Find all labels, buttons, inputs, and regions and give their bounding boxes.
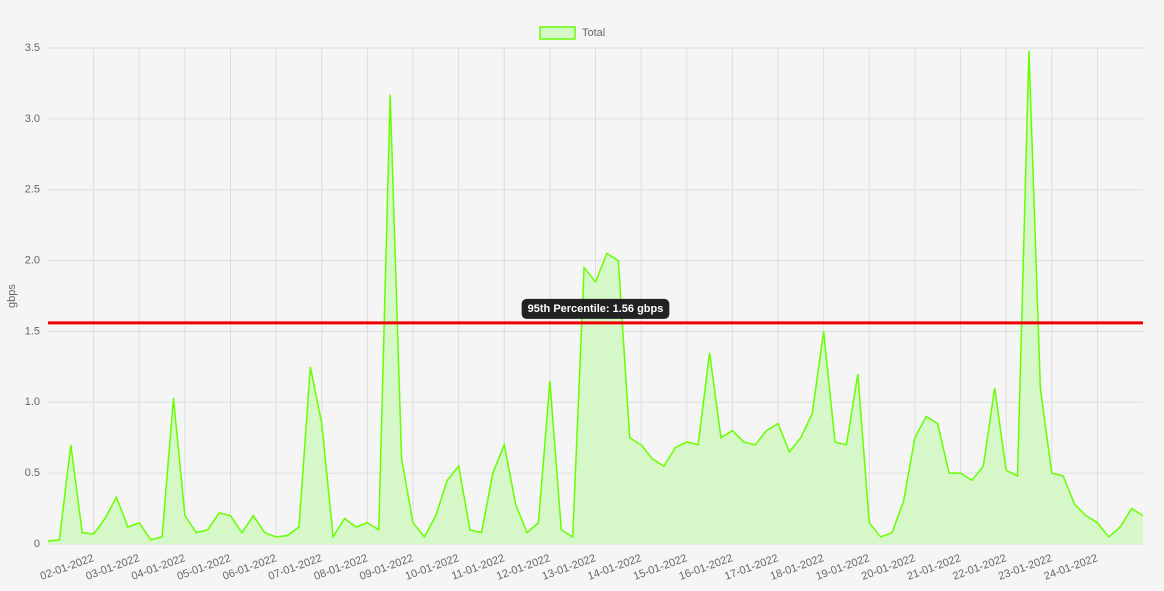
- annotation-label: 95th Percentile: 1.56 gbps: [528, 303, 664, 315]
- area-fill: [48, 50, 1143, 544]
- legend-swatch: [539, 26, 576, 40]
- legend-label: Total: [582, 27, 605, 39]
- y-tick-label: 1.5: [25, 325, 40, 337]
- y-tick-label: 3.0: [25, 113, 40, 125]
- y-tick-label: 2.5: [25, 184, 40, 196]
- y-tick-label: 1.0: [25, 396, 40, 408]
- y-tick-label: 3.5: [25, 42, 40, 54]
- y-tick-label: 0: [34, 538, 40, 550]
- annotation-box: [521, 298, 670, 319]
- y-axis-label: gbps: [6, 284, 18, 308]
- y-tick-label: 0.5: [25, 467, 40, 479]
- line: [47, 50, 1144, 542]
- y-tick-label: 2.0: [25, 254, 40, 266]
